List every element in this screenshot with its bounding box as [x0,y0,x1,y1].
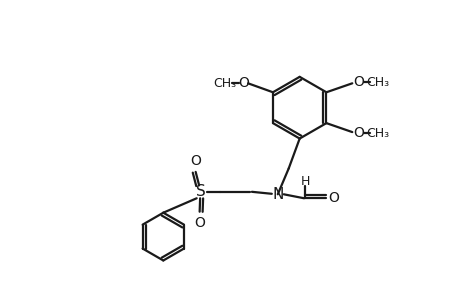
Text: O: O [353,126,364,140]
Text: H: H [300,175,309,188]
Text: O: O [190,154,201,168]
Text: CH₃: CH₃ [213,77,236,90]
Text: O: O [238,76,248,90]
Text: N: N [272,187,283,202]
Text: O: O [194,216,205,230]
Text: CH₃: CH₃ [365,76,388,89]
Text: O: O [327,191,338,205]
Text: S: S [196,184,205,199]
Text: CH₃: CH₃ [366,127,389,140]
Text: O: O [352,75,363,89]
